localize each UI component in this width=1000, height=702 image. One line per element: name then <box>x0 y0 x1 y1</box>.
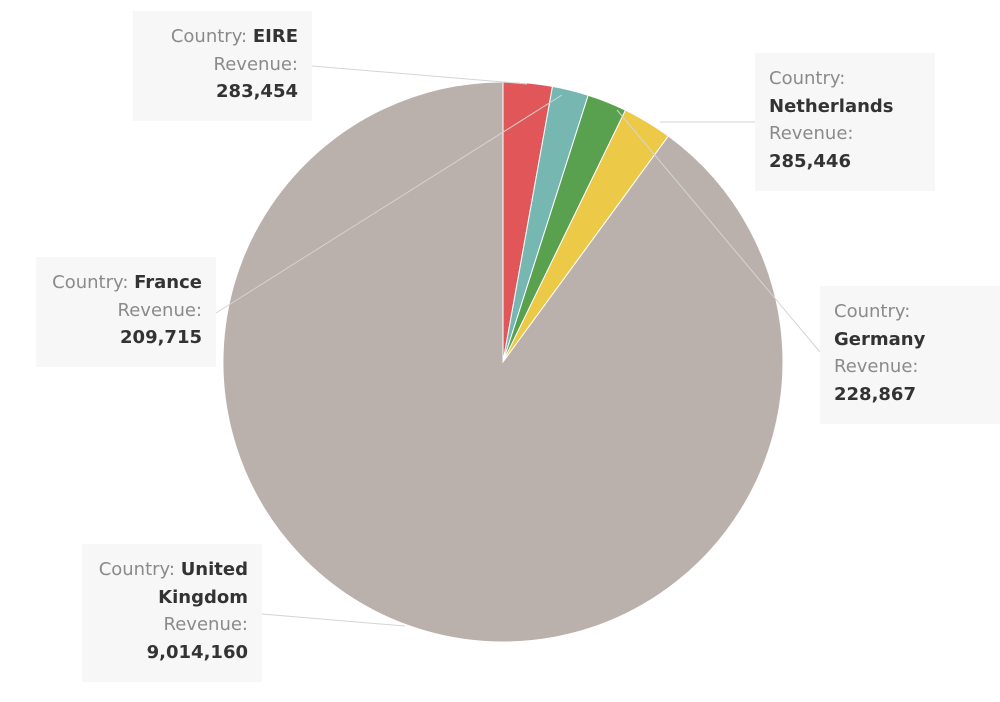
revenue-value: 228,867 <box>834 383 916 405</box>
label-key-revenue: Revenue: <box>834 356 919 377</box>
leader-lines <box>215 65 821 627</box>
label-key-revenue: Revenue: <box>163 614 248 635</box>
label-netherlands: Country: Netherlands Revenue: 285,446 <box>755 53 935 191</box>
country-name: Germany <box>834 328 926 350</box>
label-key-revenue: Revenue: <box>769 123 854 144</box>
pie-slice-united-kingdom[interactable] <box>222 81 784 643</box>
label-key-country: Country: <box>834 301 911 322</box>
label-key-country: Country: <box>170 26 248 47</box>
leader-line-germany <box>616 109 821 353</box>
revenue-value: 285,446 <box>769 150 851 172</box>
leader-line-eire <box>311 65 528 85</box>
label-key-country: Country: <box>52 272 129 293</box>
pie-slices <box>222 81 784 643</box>
revenue-value: 9,014,160 <box>146 641 248 663</box>
country-name: France <box>134 272 202 293</box>
label-key-revenue: Revenue: <box>213 53 298 75</box>
country-name: EIRE <box>252 26 298 47</box>
revenue-value: 209,715 <box>120 327 202 348</box>
label-key-country: Country: <box>98 559 175 580</box>
label-germany: Country: Germany Revenue: 228,867 <box>820 286 1000 424</box>
label-eire: Country: EIRE Revenue: 283,454 <box>133 11 312 121</box>
revenue-value: 283,454 <box>216 81 298 102</box>
label-france: Country: France Revenue: 209,715 <box>36 257 216 367</box>
label-key-country: Country: <box>769 68 846 89</box>
label-key-revenue: Revenue: <box>117 299 202 321</box>
leader-line-france <box>215 94 563 314</box>
leader-line-united-kingdom <box>261 613 406 627</box>
label-united-kingdom: Country: United Kingdom Revenue: 9,014,1… <box>82 544 262 682</box>
country-name: United Kingdom <box>158 559 248 608</box>
country-name: Netherlands <box>769 95 894 117</box>
